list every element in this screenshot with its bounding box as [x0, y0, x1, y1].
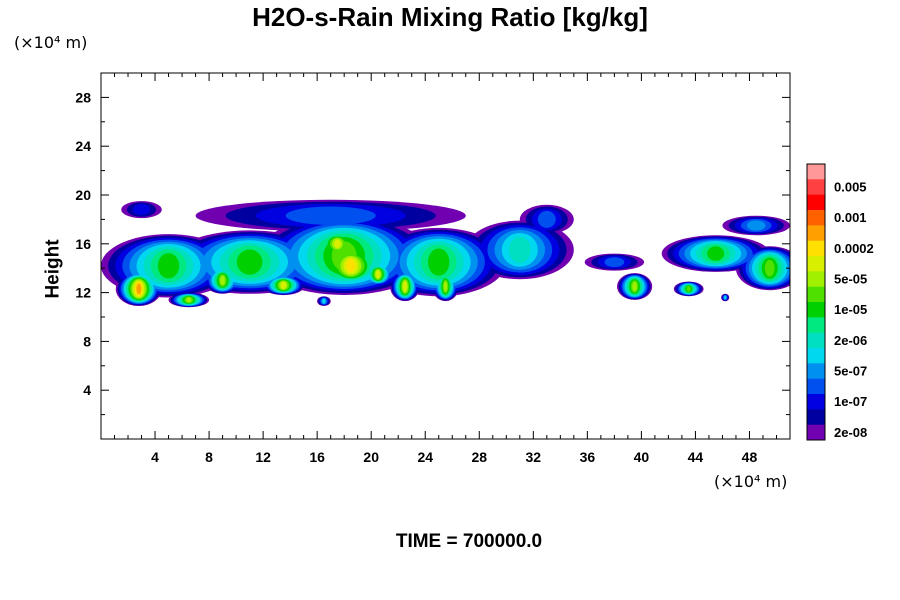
contour-fill — [686, 286, 691, 292]
x-tick-label: 16 — [309, 449, 325, 465]
contour-fill — [322, 298, 326, 304]
contour-fill — [428, 248, 450, 276]
colorbar-swatch — [807, 225, 825, 242]
contour-fill — [280, 281, 286, 289]
colorbar-label: 0.001 — [834, 210, 867, 225]
x-tick-label: 12 — [255, 449, 271, 465]
contour-fill — [707, 246, 725, 261]
colorbar-swatch — [807, 256, 825, 272]
contour-fill — [157, 253, 180, 279]
contour-fill — [632, 281, 637, 292]
colorbar-swatch — [807, 363, 825, 380]
contour-fill — [334, 239, 341, 248]
colorbar-swatch — [807, 378, 825, 395]
contour-fill — [443, 281, 448, 292]
colorbar-swatch — [807, 394, 825, 410]
contour-fill — [346, 259, 356, 273]
colorbar-swatch — [807, 271, 825, 288]
y-tick-label: 4 — [83, 382, 91, 398]
colorbar-swatch — [807, 302, 825, 318]
y-tick-label: 12 — [75, 285, 91, 301]
contour-fill — [509, 236, 531, 263]
plot-frame — [100, 72, 791, 440]
rain-field — [101, 199, 790, 308]
contour-fill — [186, 297, 192, 303]
colorbar-swatch — [807, 409, 825, 426]
colorbar-swatch — [807, 424, 825, 441]
contour-fill — [236, 249, 263, 275]
y-tick-label: 8 — [83, 333, 91, 349]
x-tick-label: 48 — [742, 449, 758, 465]
colorbar-swatch — [807, 164, 825, 180]
colorbar-swatch — [807, 240, 825, 257]
colorbar-label: 1e-07 — [834, 394, 867, 409]
colorbar-label: 2e-08 — [834, 425, 867, 440]
x-tick-label: 44 — [688, 449, 704, 465]
x-tick-label: 32 — [526, 449, 542, 465]
contour-fill — [747, 220, 766, 231]
x-tick-label: 40 — [634, 449, 650, 465]
colorbar-swatch — [807, 194, 825, 211]
y-tick-label: 28 — [75, 89, 91, 105]
y-tick-label: 20 — [75, 187, 91, 203]
contour-fill — [537, 210, 556, 228]
colorbar-swatch — [807, 179, 825, 196]
colorbar-label: 5e-07 — [834, 364, 867, 379]
contour-fill — [132, 204, 151, 216]
colorbar-swatch — [807, 348, 825, 364]
x-axis-unit: (×10⁴ m) — [714, 472, 788, 491]
contour-fill — [724, 295, 727, 300]
x-tick-label: 28 — [471, 449, 487, 465]
time-label: TIME = 700000.0 — [395, 531, 543, 552]
contour-fill — [220, 275, 226, 286]
chart-title: H2O-s-Rain Mixing Ratio [kg/kg] — [252, 2, 648, 32]
colorbar-label: 1e-05 — [834, 302, 867, 317]
colorbar-label: 5e-05 — [834, 272, 867, 287]
colorbar-swatch — [807, 332, 825, 349]
colorbar-frame — [806, 163, 826, 441]
colorbar-label: 0.005 — [834, 180, 867, 195]
contour-fill — [285, 206, 376, 225]
y-axis-unit: (×10⁴ m) — [14, 33, 88, 52]
x-tick-label: 8 — [205, 449, 213, 465]
colorbar-label: 0.0002 — [834, 241, 874, 256]
colorbar-swatch — [807, 317, 825, 334]
y-tick-label: 24 — [75, 138, 91, 154]
colorbar: 0.005 0.001 0.0002 5e-05 1e-05 2e-06 5e-07 1e-0… — [806, 163, 874, 441]
contour-fill — [604, 257, 625, 267]
colorbar-swatch — [807, 210, 825, 226]
colorbar-label: 2e-06 — [834, 333, 867, 348]
x-tick-label: 36 — [580, 449, 596, 465]
colorbar-swatch — [807, 286, 825, 303]
y-tick-label: 16 — [75, 236, 91, 252]
contour-fill — [403, 281, 407, 292]
x-tick-label: 24 — [417, 449, 433, 465]
contour-fill — [376, 270, 380, 279]
contour-fill — [764, 259, 775, 277]
x-tick-label: 4 — [151, 449, 159, 465]
contour-fill — [136, 283, 142, 295]
x-tick-label: 20 — [363, 449, 379, 465]
